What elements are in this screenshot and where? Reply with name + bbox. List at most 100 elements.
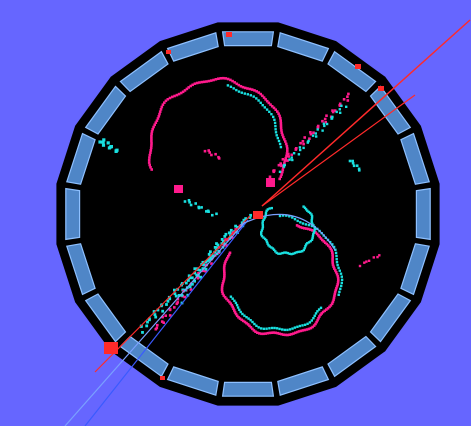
hit-point bbox=[224, 238, 227, 241]
hit-point bbox=[310, 224, 314, 228]
hit-point bbox=[315, 232, 319, 236]
hit-point bbox=[323, 309, 326, 313]
hit-point bbox=[197, 206, 201, 210]
hit-point bbox=[338, 102, 342, 106]
hit-point bbox=[290, 332, 293, 336]
hit-point bbox=[316, 126, 320, 129]
hit-point bbox=[221, 292, 225, 295]
hit-point bbox=[168, 297, 172, 301]
hit-point bbox=[283, 161, 286, 165]
hit-point bbox=[168, 96, 172, 100]
hit-point bbox=[152, 125, 155, 129]
hit-point bbox=[308, 321, 312, 324]
hit-point bbox=[312, 233, 315, 236]
hit-point bbox=[335, 286, 338, 290]
hit-point bbox=[255, 97, 258, 100]
hit-point bbox=[204, 270, 207, 273]
hit-point bbox=[156, 117, 160, 120]
hit-point bbox=[274, 131, 278, 134]
energy-deposits bbox=[104, 32, 384, 380]
hit-point bbox=[334, 288, 338, 292]
hit-point bbox=[367, 259, 371, 262]
hit-point bbox=[280, 332, 283, 336]
hit-point bbox=[260, 229, 264, 232]
hit-point bbox=[270, 113, 273, 116]
hot-cell bbox=[104, 342, 118, 354]
hit-point bbox=[340, 281, 343, 285]
hit-point bbox=[372, 256, 375, 259]
hit-point bbox=[220, 286, 224, 289]
hit-point bbox=[358, 264, 362, 268]
hit-point bbox=[332, 298, 335, 302]
hit-point bbox=[312, 231, 315, 234]
hit-point bbox=[209, 79, 213, 82]
hit-point bbox=[222, 241, 226, 245]
hit-point bbox=[141, 331, 144, 334]
hit-point bbox=[268, 175, 272, 179]
hit-point bbox=[274, 250, 277, 253]
hit-point bbox=[246, 87, 249, 90]
hit-point bbox=[295, 251, 298, 254]
hit-point bbox=[270, 326, 274, 330]
hit-point bbox=[273, 121, 277, 125]
hit-point bbox=[286, 328, 289, 332]
hit-point bbox=[204, 260, 208, 264]
hit-point bbox=[331, 253, 334, 256]
hit-point bbox=[193, 267, 197, 271]
hit-point bbox=[235, 88, 238, 92]
hit-point bbox=[208, 151, 211, 154]
hit-point bbox=[283, 163, 286, 167]
hit-point bbox=[222, 294, 226, 297]
calorimeter-module bbox=[415, 187, 431, 241]
hit-point bbox=[261, 223, 264, 227]
hit-point bbox=[258, 332, 261, 335]
hit-point bbox=[229, 228, 233, 232]
hit-point bbox=[317, 234, 320, 237]
hit-point bbox=[336, 281, 340, 284]
hit-point bbox=[310, 217, 314, 220]
hit-point bbox=[275, 327, 279, 330]
hit-point bbox=[328, 245, 331, 249]
hot-cell bbox=[174, 185, 183, 193]
hit-point bbox=[316, 310, 319, 313]
hit-point bbox=[352, 164, 356, 168]
hit-point bbox=[266, 242, 269, 245]
hit-point bbox=[283, 251, 286, 254]
hit-point bbox=[281, 170, 284, 174]
hit-point bbox=[280, 173, 283, 176]
hit-point bbox=[330, 302, 334, 305]
hit-point bbox=[286, 147, 289, 150]
hit-point bbox=[246, 93, 249, 96]
hit-point bbox=[274, 124, 277, 128]
hit-point bbox=[303, 328, 307, 332]
hit-point bbox=[200, 206, 203, 209]
hit-point bbox=[312, 131, 315, 134]
hit-point bbox=[270, 246, 273, 249]
hit-point bbox=[265, 240, 269, 244]
hit-point bbox=[246, 323, 250, 326]
hit-point bbox=[270, 105, 274, 108]
hit-point bbox=[288, 328, 292, 331]
hit-point bbox=[101, 143, 106, 147]
hit-point bbox=[220, 290, 224, 293]
hit-point bbox=[223, 235, 227, 238]
hit-point bbox=[295, 224, 299, 227]
hit-point bbox=[325, 114, 328, 117]
hit-point bbox=[268, 207, 271, 210]
hit-point bbox=[338, 108, 341, 111]
hit-point bbox=[299, 221, 302, 224]
hit-point bbox=[318, 315, 321, 318]
hit-point bbox=[231, 79, 234, 83]
hit-point bbox=[183, 200, 187, 203]
hit-point bbox=[240, 318, 243, 322]
hit-point bbox=[298, 324, 302, 328]
hit-point bbox=[158, 112, 161, 116]
hit-point bbox=[165, 303, 168, 306]
hit-point bbox=[285, 154, 288, 158]
hit-point bbox=[307, 223, 311, 227]
hit-point bbox=[319, 313, 322, 317]
hit-point bbox=[150, 142, 153, 145]
hit-point bbox=[332, 265, 335, 269]
hit-point bbox=[206, 259, 210, 262]
hit-point bbox=[224, 77, 227, 80]
